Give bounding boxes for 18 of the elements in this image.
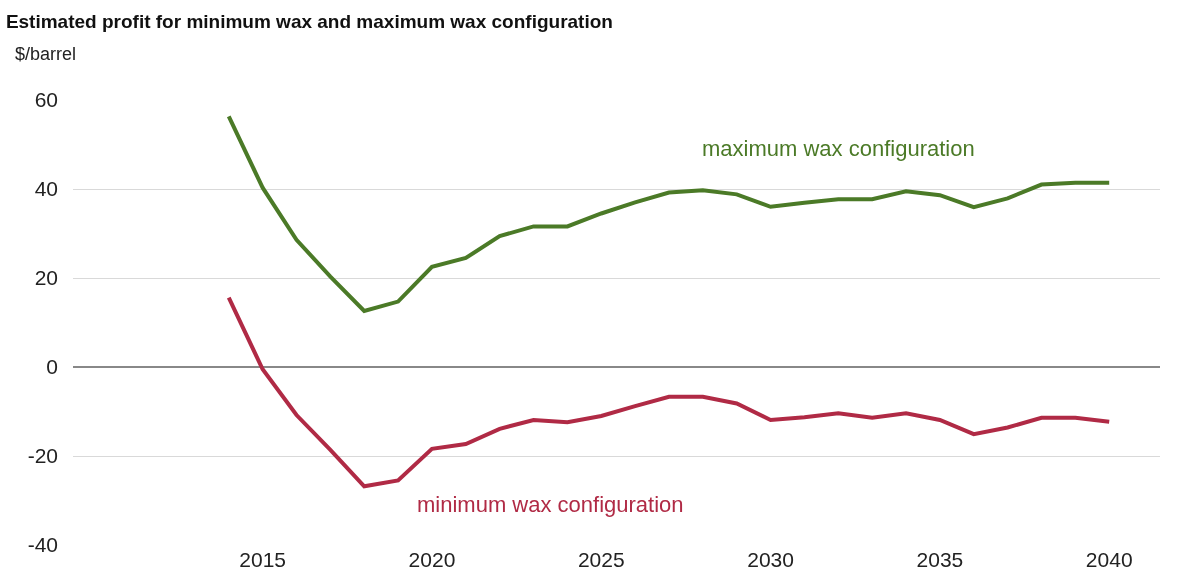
x-tick-label: 2020 — [408, 548, 456, 571]
y-axis-title: $/barrel — [15, 44, 77, 64]
line-series — [226, 295, 1112, 489]
series-label: maximum wax configuration — [702, 136, 975, 161]
x-tick-label: 2030 — [747, 548, 794, 571]
x-tick-label: 2035 — [916, 548, 964, 571]
x-tick-label: 2015 — [239, 548, 286, 571]
series-label: minimum wax configuration — [417, 492, 684, 517]
y-tick-label: 20 — [34, 266, 58, 290]
y-tick-label: -40 — [27, 533, 58, 557]
y-tick-label: -20 — [27, 444, 58, 468]
line-series — [226, 114, 1112, 313]
x-tick-label: 2025 — [577, 548, 625, 571]
y-tick-label: 60 — [34, 88, 58, 112]
x-tick-label: 2040 — [1085, 548, 1133, 571]
y-tick-label: 40 — [34, 177, 58, 201]
y-tick-label: 0 — [46, 355, 58, 379]
chart-title: Estimated profit for minimum wax and maximum wax configuration — [5, 11, 613, 32]
